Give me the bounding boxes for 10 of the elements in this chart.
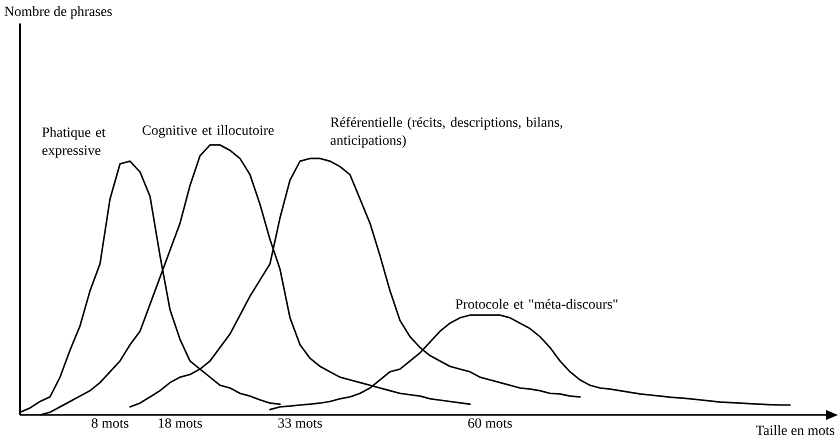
text: Nombre de phrases <box>4 6 112 19</box>
series-label: Référentielle (récits, descriptions, bilans, anticipations) <box>330 116 562 148</box>
x-tick-label: 8 mots <box>92 418 128 428</box>
series-label: Phatique et expressive <box>42 127 106 158</box>
series-label: Cognitive et illocutoire <box>142 125 274 138</box>
x-axis-title: Taille en mots <box>756 425 834 436</box>
series-label: Protocole et "méta-discours" <box>456 298 618 309</box>
x-tick-label: 60 mots <box>468 418 512 428</box>
x-tick-label: 18 mots <box>158 418 202 428</box>
x-tick-label: 33 mots <box>278 418 322 428</box>
